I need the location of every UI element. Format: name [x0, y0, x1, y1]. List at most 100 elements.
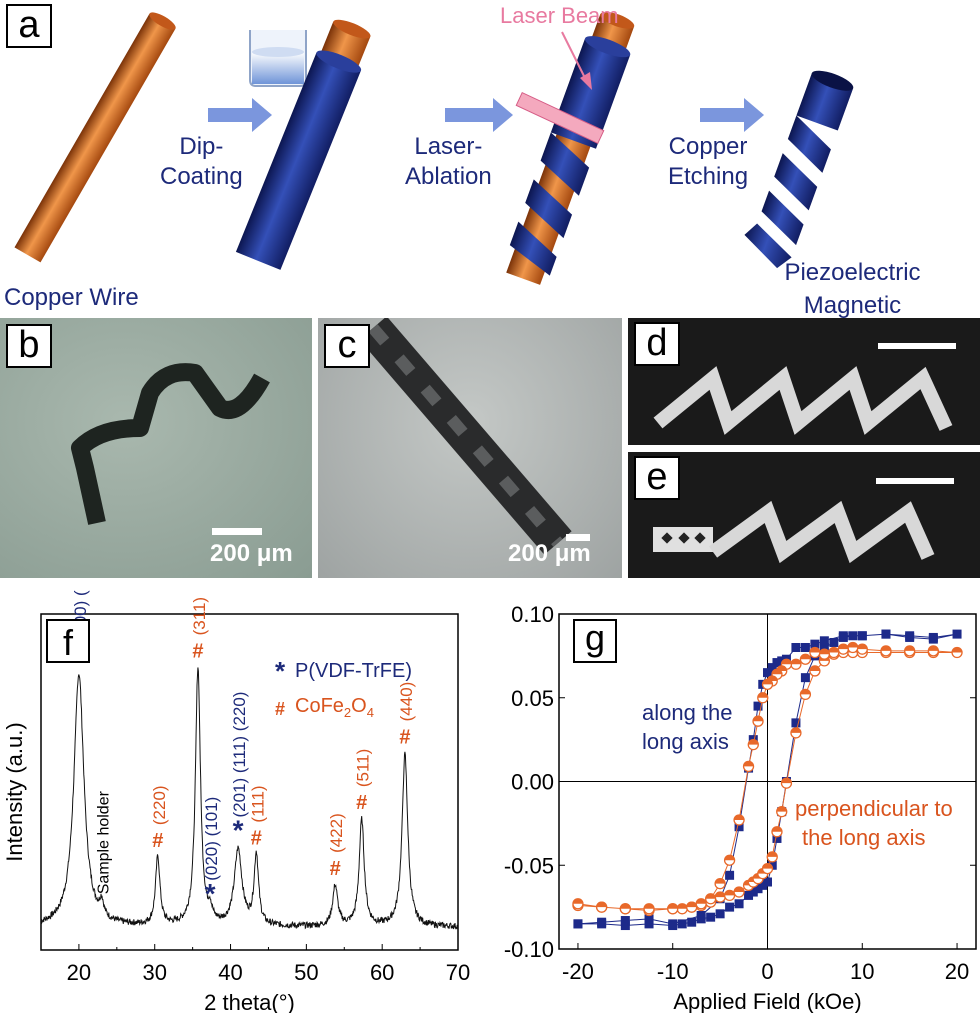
data-point-square [772, 833, 782, 843]
panel-label-g: g [585, 617, 605, 658]
scale-bar [878, 343, 956, 349]
laser-pointer-arrow [561, 31, 586, 79]
data-point-half [880, 645, 891, 651]
xrd-trace [40, 667, 459, 930]
peak-label: (511) [354, 749, 373, 787]
step-laser-ablation: Laser- Ablation [405, 132, 492, 192]
data-point-half [572, 898, 583, 904]
data-point-square [881, 629, 891, 639]
data-point-half [620, 903, 631, 909]
x-tick-label: 70 [446, 960, 470, 985]
data-point-square [687, 917, 697, 927]
helix-sem-e [653, 478, 954, 564]
data-point-half [771, 826, 782, 832]
data-point-half [762, 679, 773, 685]
data-point-square [744, 890, 754, 900]
data-point-square [905, 631, 915, 641]
data-point-square [668, 919, 678, 929]
peak-marker: # [330, 858, 341, 880]
panel-label-a: a [6, 4, 52, 48]
data-point-half [800, 689, 811, 695]
data-point-half [724, 855, 735, 861]
annotation-along: long axis [642, 729, 729, 754]
peak-marker: # [356, 792, 367, 814]
data-point-square [758, 880, 768, 890]
photo-b: b 200 μm [0, 318, 312, 578]
laser-beam [515, 91, 605, 145]
x-tick-label: -20 [562, 959, 594, 984]
panel-label-g-box [573, 619, 617, 663]
data-point-square [838, 631, 848, 641]
data-point-square [734, 822, 744, 832]
data-point-square [748, 887, 758, 897]
scale-bar [212, 528, 262, 535]
data-point-square [677, 919, 687, 929]
annotation-along: along the [642, 700, 733, 725]
copper-etching-line2: Etching [668, 163, 749, 190]
data-point-half [781, 659, 792, 665]
result-line1: Piezoelectric [784, 259, 921, 286]
scale-bar-label: 200 μm [508, 540, 591, 567]
scale-bar [876, 478, 954, 484]
data-point-half [847, 642, 858, 648]
data-point-square [857, 631, 867, 641]
data-point-half [838, 644, 849, 650]
data-point-square [767, 663, 777, 673]
laser-ablation-line1: Laser- [414, 133, 483, 160]
data-point-half [753, 716, 764, 722]
data-point-half [724, 890, 735, 896]
peak-label: (111) [248, 785, 267, 822]
legend-marker: * [275, 656, 286, 686]
x-tick-label: 30 [142, 960, 166, 985]
data-point-half [644, 903, 655, 909]
step-copper-etching: Copper Etching [668, 132, 748, 192]
data-point-half [776, 806, 787, 812]
peak-marker: * [233, 815, 244, 846]
data-point-half [904, 645, 915, 651]
y-axis-label: Intensity (a.u.) [2, 722, 27, 861]
helix-sem-d [653, 343, 956, 435]
copper-wire-cylinder [14, 12, 176, 263]
helix-micrograph-c [359, 318, 590, 555]
panel-label-f-box [46, 619, 90, 663]
data-point-square [848, 631, 858, 641]
peak-label: Sample holder [96, 790, 113, 894]
data-point-square [952, 629, 962, 639]
data-point-square [777, 656, 787, 666]
x-axis-label: Applied Field (kOe) [673, 989, 861, 1013]
x-tick-label: 40 [218, 960, 242, 985]
data-point-square [753, 701, 763, 711]
dip-coating-line2: Coating [160, 163, 243, 190]
data-point-square [928, 632, 938, 642]
data-point-square [772, 658, 782, 668]
data-point-half [715, 892, 726, 898]
data-point-half [686, 902, 697, 908]
laser-beam-label: Laser Beam [500, 3, 619, 28]
panel-label-f: f [63, 622, 74, 663]
data-point-square [706, 912, 716, 922]
photo-c: c 200 μm [318, 318, 622, 578]
data-point-square [819, 636, 829, 646]
copper-wire-label: Copper Wire [4, 284, 139, 311]
panel-label-c: c [324, 324, 370, 368]
x-tick-label: 10 [850, 959, 874, 984]
y-tick-label: 0.10 [511, 602, 554, 627]
data-point-half [819, 649, 830, 655]
microswimmer-helix [744, 70, 854, 269]
data-point-square [800, 643, 810, 652]
scale-bar [566, 534, 590, 541]
coated-wire-cylinder [235, 19, 371, 270]
data-point-square [620, 921, 630, 931]
plot-frame [40, 613, 459, 951]
annotation-perpendicular: the long axis [802, 825, 926, 850]
x-tick-label: 20 [67, 960, 91, 985]
legend-marker: # [275, 699, 285, 719]
data-point-half [809, 647, 820, 653]
peak-marker: * [205, 878, 216, 909]
data-point-square [725, 870, 735, 880]
data-point-half [781, 778, 792, 784]
x-tick-label: 0 [761, 959, 773, 984]
legend-label: P(VDF-TrFE) [295, 660, 412, 682]
data-point-half [705, 893, 716, 899]
